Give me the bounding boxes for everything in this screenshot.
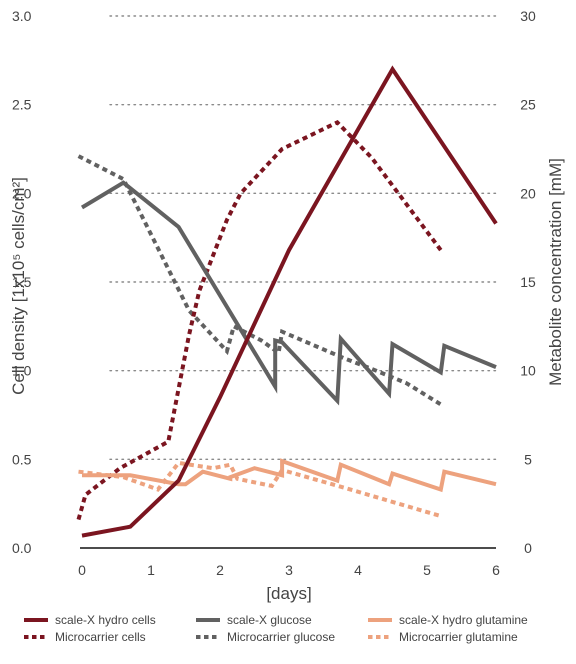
x-tick-label: 6 <box>492 562 500 578</box>
x-axis-title: [days] <box>266 584 311 603</box>
x-tick-label: 0 <box>78 562 86 578</box>
legend: scale-X hydro cells scale-X glucose scale-… <box>24 613 528 644</box>
left-y-tick-label: 0.0 <box>12 540 32 556</box>
legend-label-microcarrier-glucose: Microcarrier glucose <box>227 630 335 644</box>
x-tick-label: 5 <box>423 562 431 578</box>
series-lines <box>76 65 498 538</box>
right-y-tick-label: 5 <box>524 451 532 467</box>
left-y-tick-label: 2.0 <box>12 185 32 201</box>
gridlines <box>80 15 497 549</box>
left-y-axis-title: Cell density [1x10⁵ cells/cm²] <box>9 177 28 395</box>
x-tick-label: 4 <box>354 562 362 578</box>
left-y-tick-label: 2.5 <box>12 97 32 113</box>
series-line-microcarrier-glutamine <box>78 460 442 519</box>
right-y-tick-label: 10 <box>520 363 536 379</box>
series-line-scale-x-glucose <box>80 180 497 406</box>
series-line-scale-x-hydro-glutamine <box>82 458 497 493</box>
left-y-tick-label: 3.0 <box>12 8 32 24</box>
x-tick-label: 2 <box>216 562 224 578</box>
legend-label-scale-x-hydro-glutamine: scale-X hydro glutamine <box>399 613 528 627</box>
series-line-microcarrier-glucose <box>77 154 442 407</box>
right-y-tick-label: 20 <box>520 185 536 201</box>
right-y-tick-label: 15 <box>520 274 536 290</box>
right-y-tick-label: 25 <box>520 97 536 113</box>
right-y-tick-label: 30 <box>520 8 536 24</box>
series-line-scale-x-hydro-cells <box>81 65 498 538</box>
series-line-microcarrier-cells <box>76 119 443 521</box>
legend-label-microcarrier-cells: Microcarrier cells <box>55 630 146 644</box>
left-y-tick-label: 1.0 <box>12 363 32 379</box>
right-y-tick-label: 0 <box>524 540 532 556</box>
tick-labels: 0.0 0.5 1.0 1.5 2.0 2.5 3.0 0 5 10 15 20 25 30 0 1 2 3 4 5 6 <box>12 8 536 578</box>
x-tick-label: 1 <box>147 562 155 578</box>
right-y-axis-title: Metabolite concentration [mM] <box>546 158 565 386</box>
legend-label-scale-x-hydro-cells: scale-X hydro cells <box>55 613 156 627</box>
legend-label-microcarrier-glutamine: Microcarrier glutamine <box>399 630 518 644</box>
left-y-tick-label: 1.5 <box>12 274 32 290</box>
x-tick-label: 3 <box>285 562 293 578</box>
legend-label-scale-x-glucose: scale-X glucose <box>227 613 312 627</box>
left-y-tick-label: 0.5 <box>12 451 32 467</box>
